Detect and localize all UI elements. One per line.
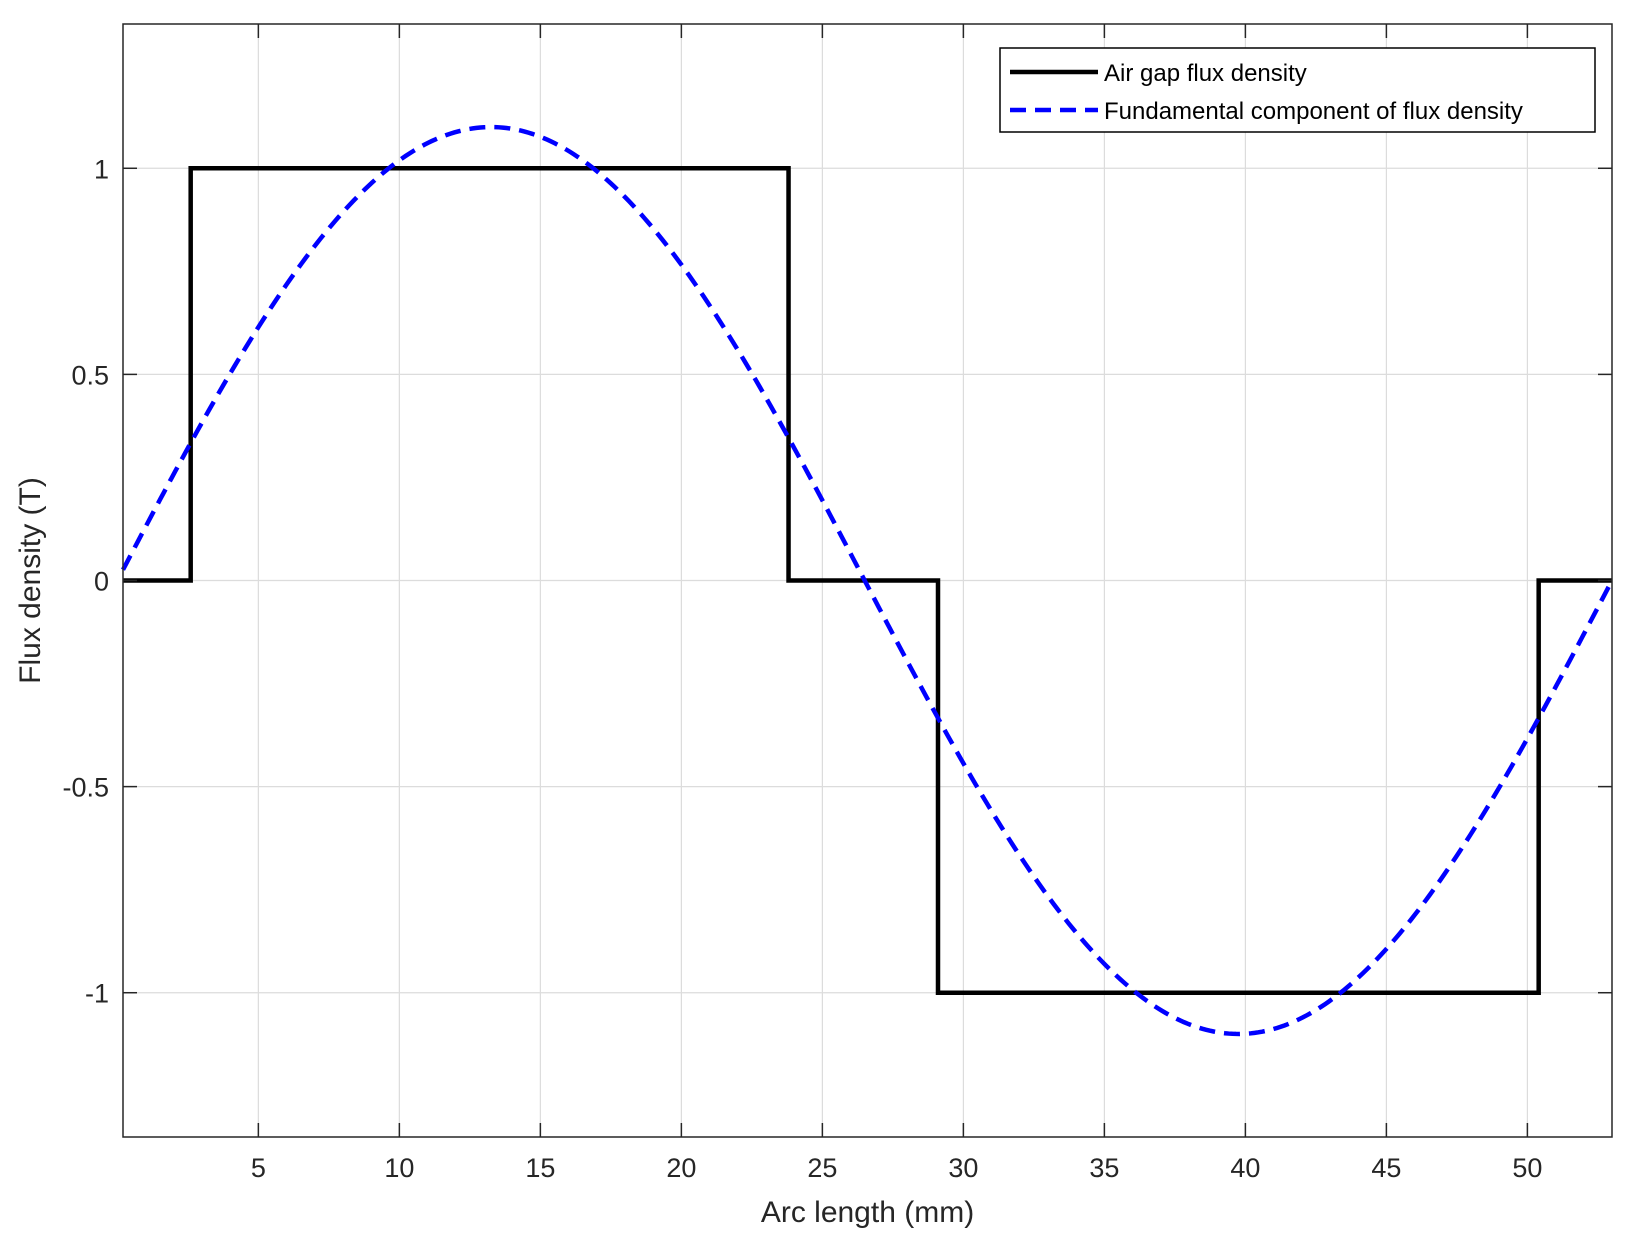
legend: Air gap flux density Fundamental compone… — [999, 47, 1596, 133]
y-tick-label: 1 — [94, 154, 109, 184]
legend-box — [999, 47, 1596, 133]
y-tick-label: 0.5 — [71, 360, 109, 390]
y-tick-label: -1 — [85, 979, 109, 1009]
legend-label-air-gap: Air gap flux density — [1104, 60, 1307, 87]
tick-labels: 5 10 15 20 25 30 35 40 45 50 -1 -0.5 0 0.5 1 — [62, 154, 1542, 1183]
x-axis-label: Arc length (mm) — [761, 1196, 974, 1229]
series-fundamental-component — [121, 124, 1614, 1037]
y-tick-label: 0 — [94, 567, 109, 597]
x-tick-label: 35 — [1089, 1153, 1119, 1183]
x-tick-label: 10 — [384, 1153, 414, 1183]
axes-frame — [122, 23, 1613, 1138]
y-tick-label: -0.5 — [62, 773, 109, 803]
x-tick-label: 25 — [807, 1153, 837, 1183]
x-tick-label: 15 — [525, 1153, 555, 1183]
x-tick-label: 40 — [1230, 1153, 1260, 1183]
legend-label-fundamental: Fundamental component of flux density — [1104, 98, 1523, 125]
x-tick-label: 45 — [1371, 1153, 1401, 1183]
x-tick-label: 50 — [1512, 1153, 1542, 1183]
y-axis-label: Flux density (T) — [14, 477, 47, 684]
x-tick-label: 20 — [666, 1153, 696, 1183]
x-tick-label: 5 — [251, 1153, 266, 1183]
x-tick-label: 30 — [948, 1153, 978, 1183]
series-layer — [121, 124, 1614, 1037]
